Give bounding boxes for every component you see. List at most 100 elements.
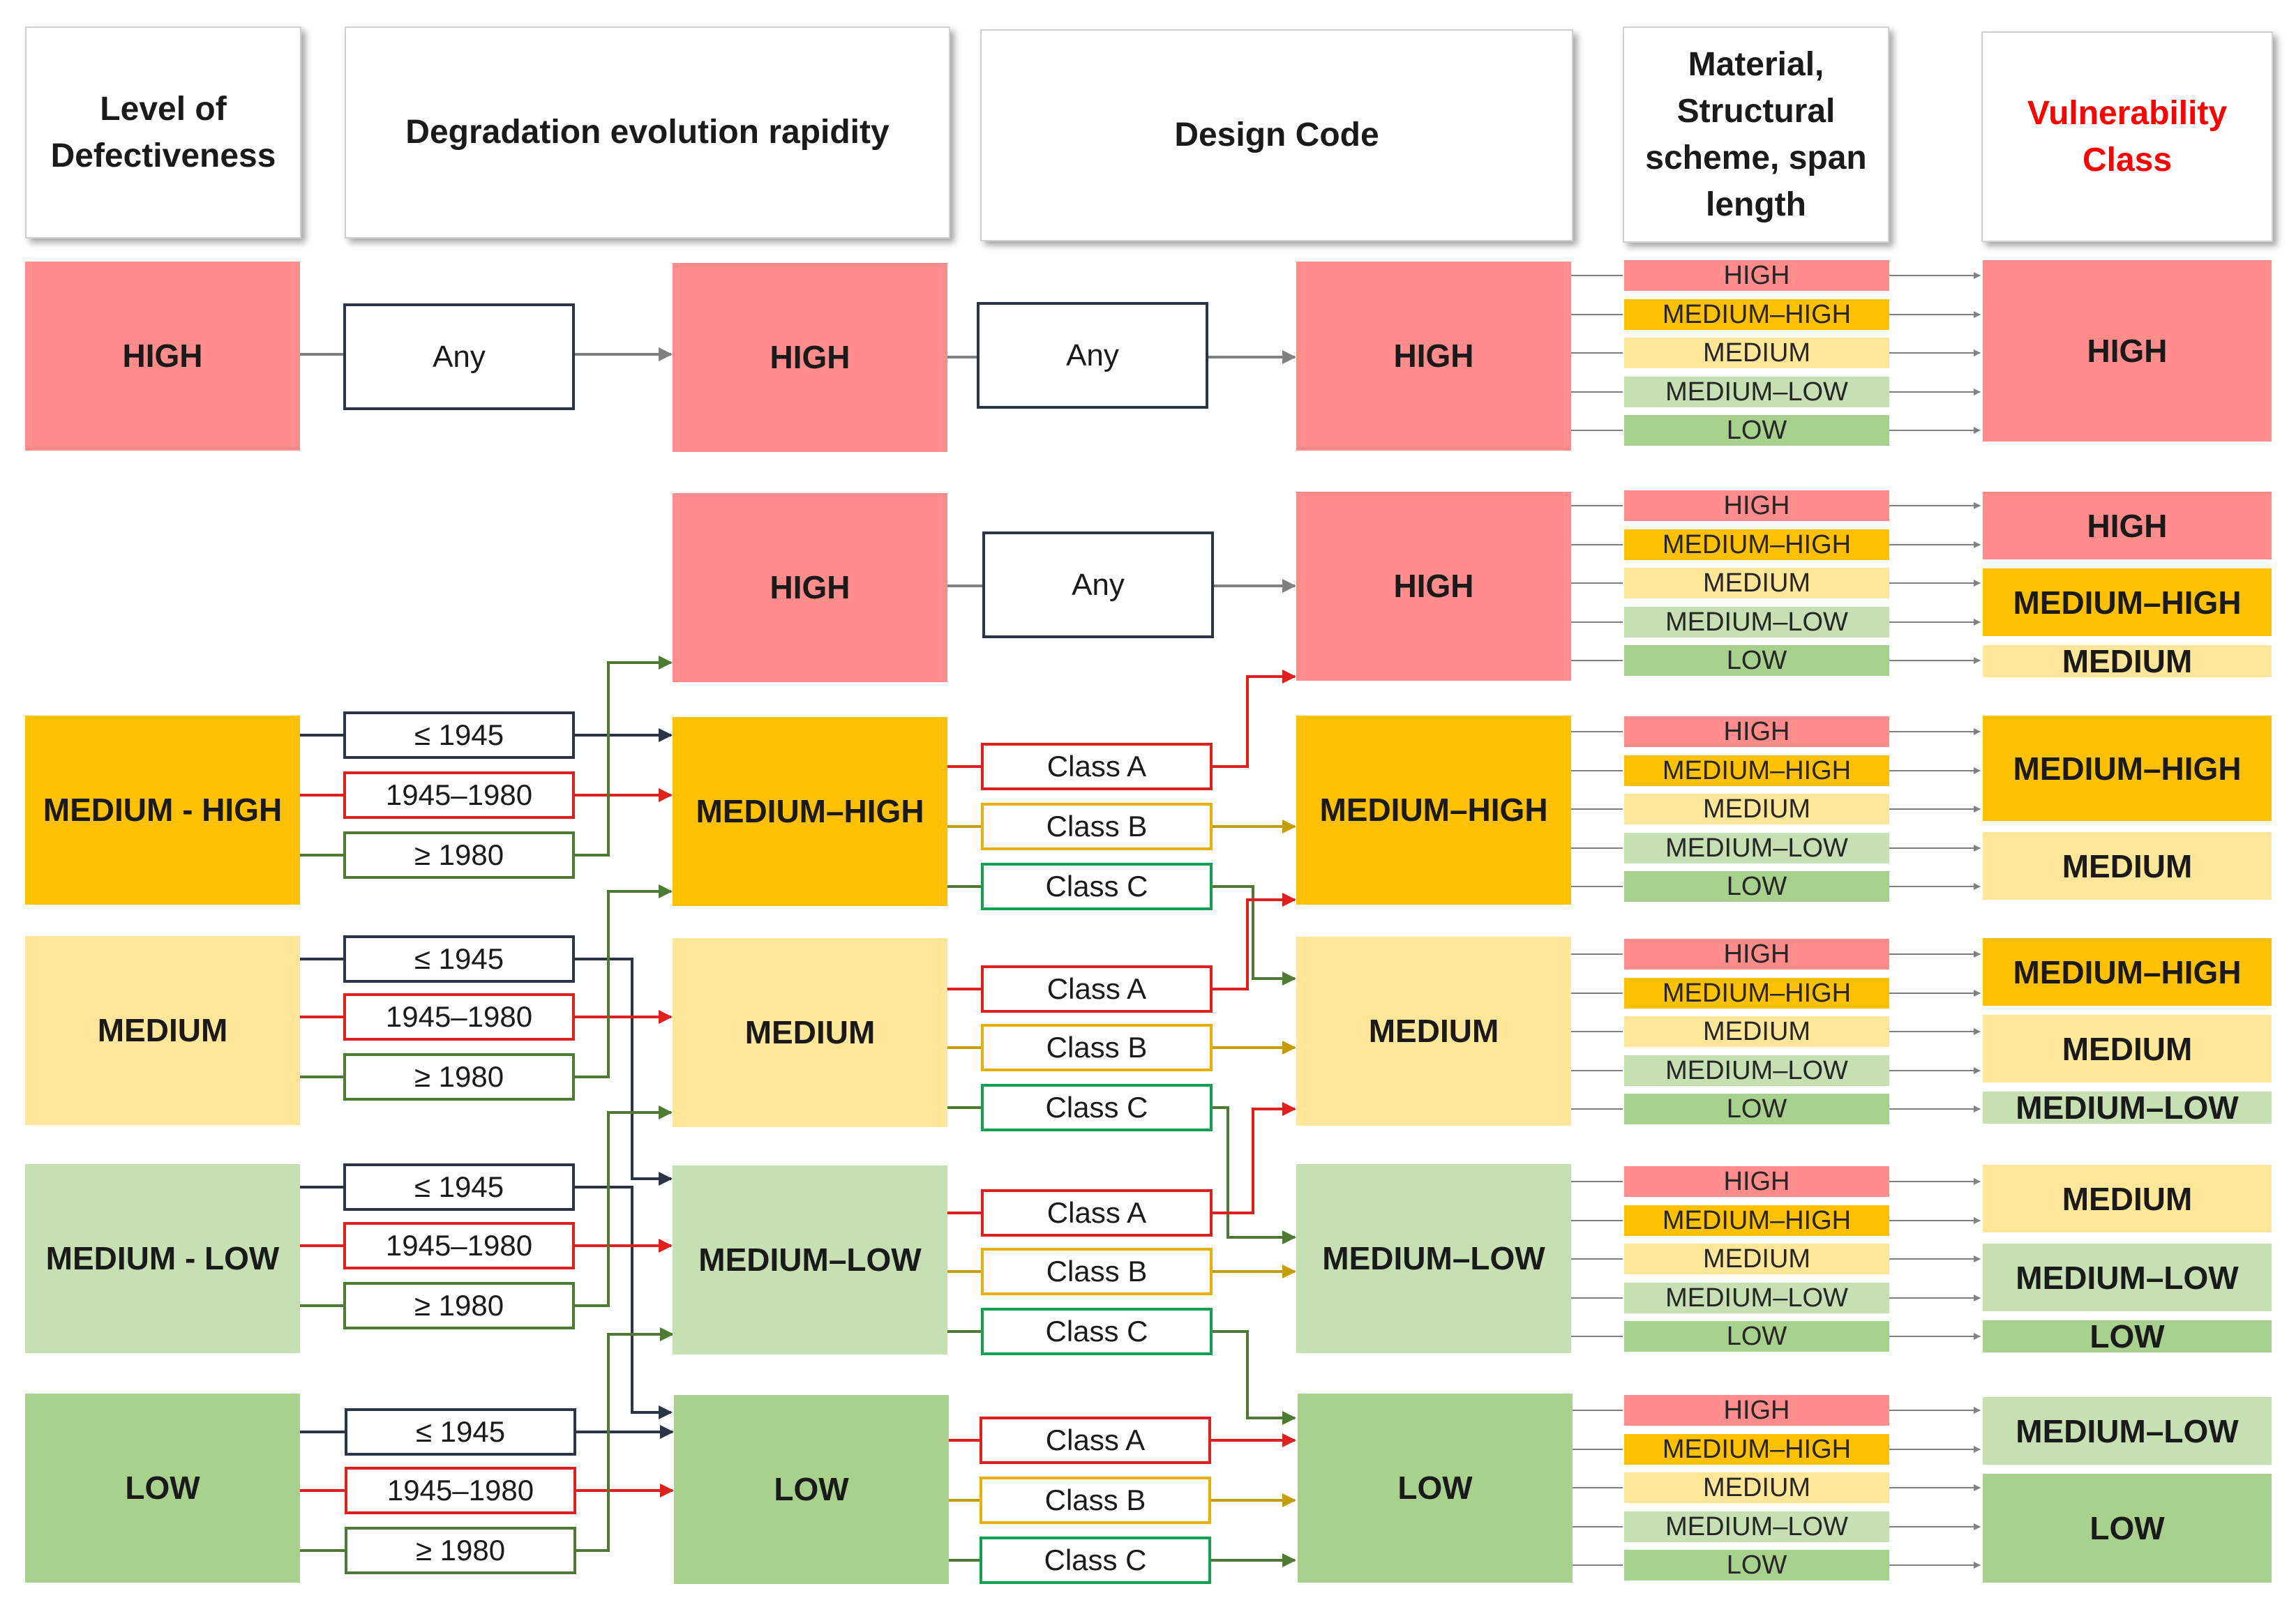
chip-low: LOW — [1624, 1094, 1889, 1124]
vulnerability-medium-low: MEDIUM–LOW — [1983, 1244, 2272, 1311]
design-class-c: Class C — [981, 1308, 1213, 1355]
period-after-1980: ≥ 1980 — [343, 1053, 575, 1101]
chip-low: LOW — [1624, 1321, 1889, 1352]
header-material: Material, Structural scheme, span length — [1623, 27, 1889, 243]
chip-medium-high: MEDIUM–HIGH — [1624, 1205, 1889, 1236]
any-box: Any — [982, 531, 1214, 638]
defectiveness-medium-low: MEDIUM - LOW — [25, 1164, 300, 1353]
vulnerability-medium-low: MEDIUM–LOW — [1983, 1089, 2272, 1126]
chip-high: HIGH — [1624, 1395, 1889, 1426]
period-before-1945: ≤ 1945 — [343, 935, 575, 983]
degradation-low: LOW — [674, 1395, 949, 1584]
any-box: Any — [343, 303, 575, 410]
chip-medium-high: MEDIUM–HIGH — [1624, 529, 1889, 560]
chip-medium: MEDIUM — [1624, 1472, 1889, 1503]
chip-high: HIGH — [1624, 1166, 1889, 1197]
degradation-high: HIGH — [673, 263, 947, 452]
design-class-a: Class A — [981, 743, 1213, 790]
any-box: Any — [977, 302, 1208, 409]
design-result-low: LOW — [1298, 1394, 1573, 1583]
design-class-c: Class C — [981, 1084, 1213, 1131]
design-class-c: Class C — [981, 863, 1213, 910]
period-after-1980: ≥ 1980 — [343, 831, 575, 879]
period-after-1980: ≥ 1980 — [343, 1282, 575, 1329]
design-class-b: Class B — [980, 1477, 1211, 1524]
arrow-line — [1213, 893, 1296, 990]
chip-low: LOW — [1624, 415, 1889, 446]
design-class-a: Class A — [981, 1189, 1213, 1237]
period-1945-1980: 1945–1980 — [343, 771, 575, 819]
vulnerability-medium: MEDIUM — [1983, 643, 2272, 679]
defectiveness-medium-high: MEDIUM - HIGH — [25, 716, 300, 905]
arrow-line — [575, 884, 673, 1078]
chip-high: HIGH — [1624, 260, 1889, 291]
arrow-line — [1213, 670, 1296, 768]
chip-low: LOW — [1624, 1550, 1889, 1580]
chip-medium-low: MEDIUM–LOW — [1624, 377, 1889, 407]
arrow-line — [575, 1106, 673, 1307]
arrow-line — [1213, 1330, 1296, 1425]
arrow-line — [575, 958, 673, 1186]
period-after-1980: ≥ 1980 — [345, 1527, 576, 1574]
chip-low: LOW — [1624, 645, 1889, 676]
period-1945-1980: 1945–1980 — [343, 993, 575, 1041]
chip-low: LOW — [1624, 871, 1889, 902]
vulnerability-medium: MEDIUM — [1983, 1165, 2272, 1232]
header-defectiveness: Level of Defectiveness — [25, 27, 301, 239]
arrow-line — [575, 1186, 673, 1419]
header-degradation: Degradation evolution rapidity — [345, 27, 950, 239]
chip-medium: MEDIUM — [1624, 1244, 1889, 1274]
chip-medium: MEDIUM — [1624, 338, 1889, 368]
chip-medium: MEDIUM — [1624, 794, 1889, 824]
design-result-high: HIGH — [1296, 262, 1571, 451]
design-result-medium-low: MEDIUM–LOW — [1296, 1164, 1571, 1353]
chip-medium-high: MEDIUM–HIGH — [1624, 1434, 1889, 1465]
chip-medium-low: MEDIUM–LOW — [1624, 607, 1889, 637]
chip-high: HIGH — [1624, 939, 1889, 970]
defectiveness-medium: MEDIUM — [25, 936, 300, 1125]
design-class-c: Class C — [980, 1537, 1211, 1584]
chip-medium-high: MEDIUM–HIGH — [1624, 299, 1889, 330]
header-vulnerability: Vulnerability Class — [1981, 31, 2273, 242]
chip-medium-low: MEDIUM–LOW — [1624, 1283, 1889, 1313]
header-design-code: Design Code — [980, 29, 1573, 241]
degradation-high: HIGH — [673, 493, 947, 682]
design-result-high: HIGH — [1296, 492, 1571, 681]
vulnerability-medium: MEDIUM — [1983, 1015, 2272, 1082]
vulnerability-medium-high: MEDIUM–HIGH — [1983, 716, 2272, 821]
design-class-a: Class A — [981, 965, 1213, 1013]
defectiveness-low: LOW — [25, 1394, 300, 1583]
chip-medium-high: MEDIUM–HIGH — [1624, 755, 1889, 786]
design-result-medium: MEDIUM — [1296, 937, 1571, 1126]
period-1945-1980: 1945–1980 — [343, 1222, 575, 1269]
vulnerability-medium-high: MEDIUM–HIGH — [1983, 568, 2272, 636]
chip-medium: MEDIUM — [1624, 1016, 1889, 1047]
vulnerability-low: LOW — [1983, 1474, 2272, 1583]
vulnerability-medium-high: MEDIUM–HIGH — [1983, 938, 2272, 1006]
chip-high: HIGH — [1624, 490, 1889, 521]
chip-medium: MEDIUM — [1624, 568, 1889, 598]
period-1945-1980: 1945–1980 — [345, 1467, 576, 1514]
degradation-medium: MEDIUM — [673, 938, 947, 1127]
arrow-line — [1213, 1106, 1296, 1244]
vulnerability-low: LOW — [1983, 1318, 2272, 1355]
chip-medium-high: MEDIUM–HIGH — [1624, 978, 1889, 1009]
period-before-1945: ≤ 1945 — [343, 1163, 575, 1211]
period-before-1945: ≤ 1945 — [343, 711, 575, 759]
chip-medium-low: MEDIUM–LOW — [1624, 1511, 1889, 1542]
vulnerability-high: HIGH — [1983, 492, 2272, 559]
degradation-medium-high: MEDIUM–HIGH — [673, 717, 947, 906]
design-class-a: Class A — [980, 1417, 1211, 1464]
vulnerability-medium-low: MEDIUM–LOW — [1983, 1397, 2272, 1465]
arrow-line — [576, 1327, 674, 1552]
chip-medium-low: MEDIUM–LOW — [1624, 833, 1889, 863]
arrow-line — [1213, 885, 1296, 986]
degradation-medium-low: MEDIUM–LOW — [673, 1165, 947, 1355]
design-class-b: Class B — [981, 1024, 1213, 1071]
vulnerability-medium: MEDIUM — [1983, 832, 2272, 900]
design-class-b: Class B — [981, 1248, 1213, 1295]
defectiveness-high: HIGH — [25, 262, 300, 451]
arrow-line — [1213, 1102, 1296, 1214]
design-class-b: Class B — [981, 803, 1213, 850]
